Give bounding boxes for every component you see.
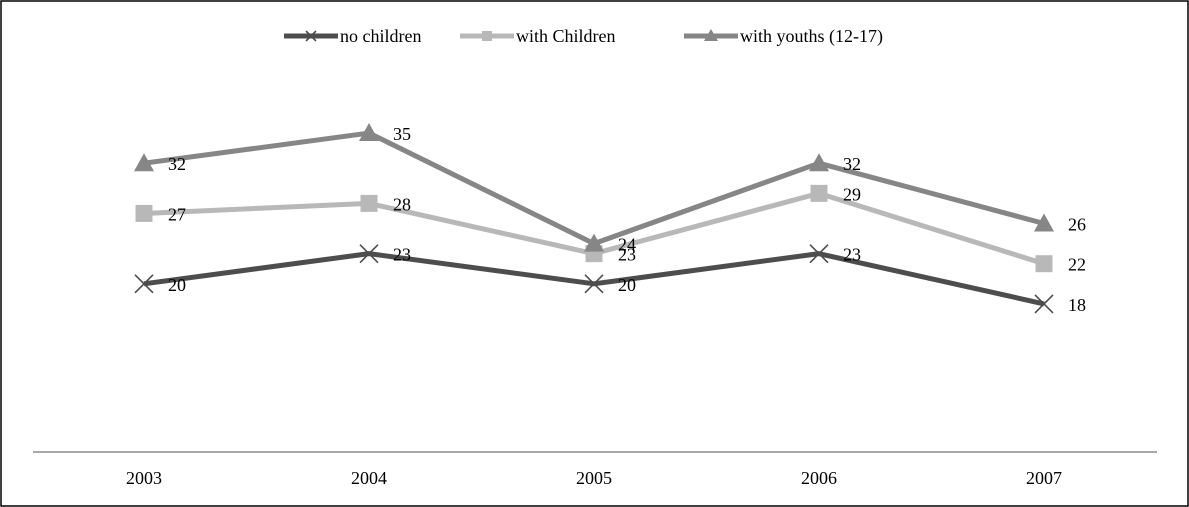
x-tick-label: 2003 xyxy=(126,468,162,488)
x-tick-label: 2004 xyxy=(351,468,387,488)
data-point xyxy=(809,244,829,264)
data-label: 23 xyxy=(393,245,411,265)
x-tick-label: 2005 xyxy=(576,468,612,488)
data-point xyxy=(359,244,379,264)
legend-entry: with youths (12-17) xyxy=(684,26,883,47)
data-point xyxy=(1034,294,1054,314)
x-tick-label: 2006 xyxy=(801,468,837,488)
x-axis-ticks: 2003 2004 2005 2006 2007 xyxy=(126,468,1062,488)
legend-marker xyxy=(482,31,492,41)
legend-entry: with Children xyxy=(460,26,616,46)
legend-marker xyxy=(305,30,317,42)
legend-entry: no children xyxy=(284,26,421,46)
legend-label: no children xyxy=(340,26,421,46)
data-point xyxy=(1034,213,1054,232)
data-label: 28 xyxy=(393,194,411,214)
data-point xyxy=(360,194,378,212)
data-label: 23 xyxy=(843,245,861,265)
x-tick-label: 2007 xyxy=(1026,468,1062,488)
data-label: 24 xyxy=(618,235,636,255)
series-1: 20 23 20 23 18 xyxy=(134,244,1086,315)
data-label: 27 xyxy=(168,204,186,224)
data-label: 20 xyxy=(618,275,636,295)
data-point xyxy=(359,123,379,142)
data-label: 35 xyxy=(393,124,411,144)
data-point xyxy=(134,274,154,294)
data-label: 29 xyxy=(843,184,861,204)
series-3: 32 35 24 32 26 xyxy=(134,123,1086,255)
series-layer: 20 23 20 23 18 27 28 23 29 22 32 35 24 32 26 xyxy=(134,123,1086,315)
data-label: 26 xyxy=(1068,215,1086,235)
legend-label: with youths (12-17) xyxy=(740,26,883,47)
data-point xyxy=(134,153,154,172)
legend-marker xyxy=(704,29,718,41)
data-point xyxy=(135,204,153,222)
data-point xyxy=(584,274,604,294)
data-label: 32 xyxy=(168,154,186,174)
data-point xyxy=(584,233,604,252)
data-label: 32 xyxy=(843,154,861,174)
data-point xyxy=(810,184,828,202)
data-label: 18 xyxy=(1068,295,1086,315)
data-label: 23 xyxy=(618,245,636,265)
data-label: 20 xyxy=(168,275,186,295)
series-2: 27 28 23 29 22 xyxy=(135,184,1086,275)
data-label: 22 xyxy=(1068,255,1086,275)
data-point xyxy=(809,153,829,172)
legend: no children with Children with youths (12-… xyxy=(284,26,883,47)
data-point xyxy=(1035,255,1053,273)
legend-label: with Children xyxy=(516,26,616,46)
